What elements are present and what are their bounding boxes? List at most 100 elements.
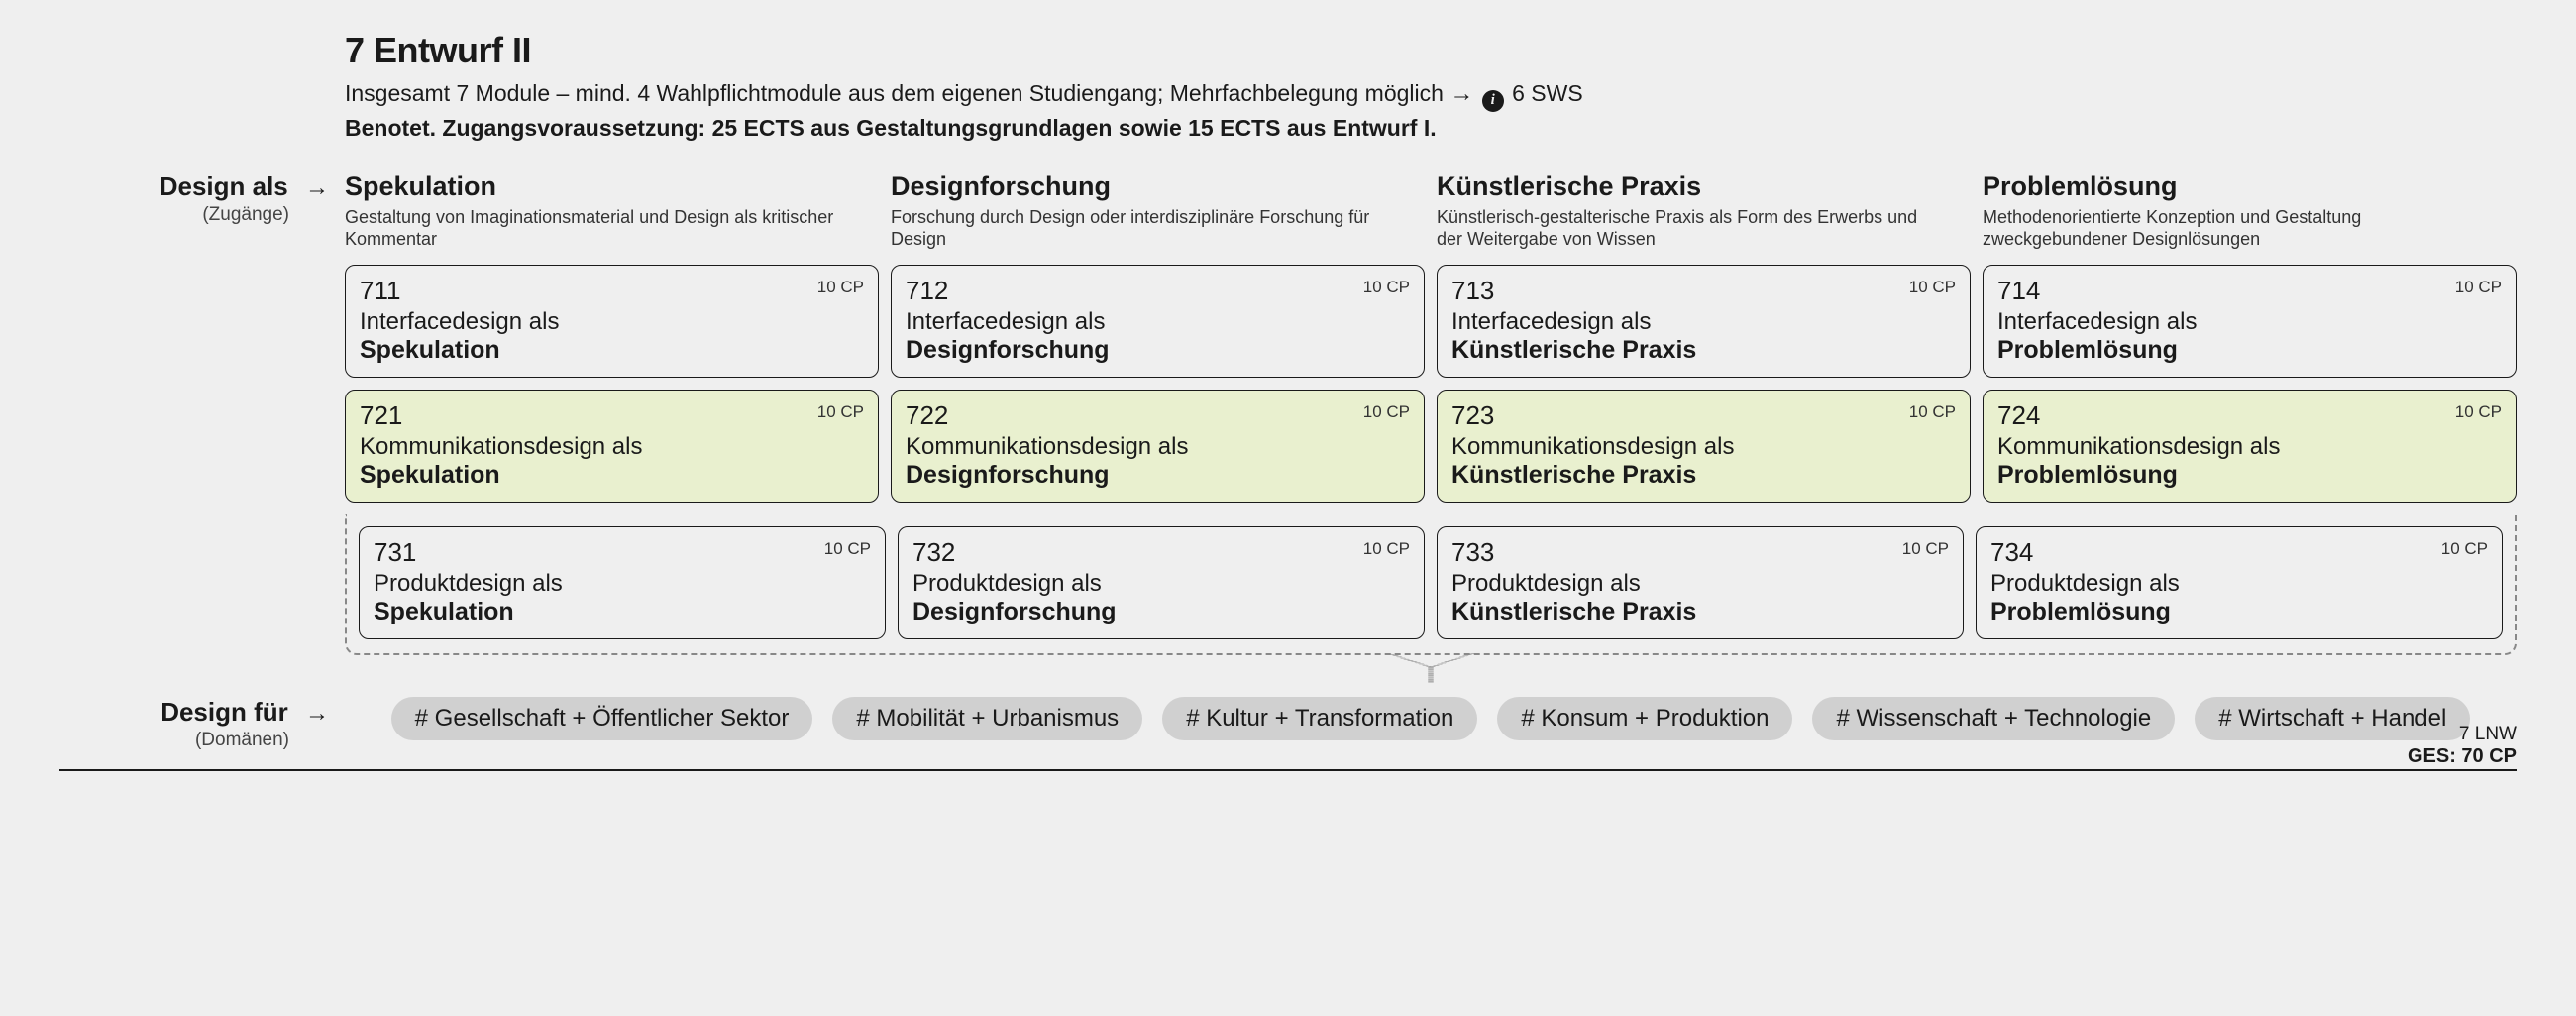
module-code: 711 (360, 276, 864, 306)
module-focus: Problemlösung (1990, 598, 2488, 626)
module-focus: Designforschung (906, 461, 1410, 490)
section-title: 7 Entwurf II (345, 30, 2517, 71)
column-title: Designforschung (891, 171, 1425, 202)
module-code: 713 (1451, 276, 1956, 306)
module-prefix: Kommunikationsdesign als (1451, 433, 1956, 461)
module-prefix: Kommunikationsdesign als (906, 433, 1410, 461)
module-prefix: Kommunikationsdesign als (360, 433, 864, 461)
module-card: 72310 CP Kommunikationsdesign alsKünstler… (1437, 390, 1971, 503)
module-prefix: Produktdesign als (374, 570, 871, 598)
module-prefix: Interfacedesign als (1997, 308, 2502, 336)
module-code: 723 (1451, 400, 1956, 431)
module-code: 712 (906, 276, 1410, 306)
module-focus: Künstlerische Praxis (1451, 598, 1949, 626)
module-card: 72110 CP Kommunikationsdesign alsSpekulat… (345, 390, 879, 503)
domain-tag: # Konsum + Produktion (1497, 697, 1792, 740)
arrow-icon: → (305, 174, 329, 201)
module-prefix: Produktdesign als (912, 570, 1410, 598)
column-desc: Forschung durch Design oder interdiszipl… (891, 206, 1398, 251)
module-credits: 10 CP (824, 539, 871, 559)
module-credits: 10 CP (1909, 402, 1956, 422)
footer-ges: GES: 70 CP (2408, 745, 2517, 768)
module-credits: 10 CP (1909, 278, 1956, 297)
module-code: 722 (906, 400, 1410, 431)
module-card: 71410 CP Interfacedesign alsProblemlösung (1983, 265, 2517, 378)
module-code: 714 (1997, 276, 2502, 306)
module-credits: 10 CP (817, 402, 864, 422)
side-label-text: Design als (160, 171, 288, 201)
module-prefix: Interfacedesign als (1451, 308, 1956, 336)
column-header: Künstlerische Praxis Künstlerisch-gestal… (1437, 171, 1971, 251)
side-label-sub: (Zugänge) (59, 204, 289, 226)
column-desc: Künstlerisch-gestalterische Praxis als F… (1437, 206, 1944, 251)
module-credits: 10 CP (2455, 278, 2502, 297)
module-prefix: Kommunikationsdesign als (1997, 433, 2502, 461)
side-label-main: Design für → (59, 697, 329, 728)
side-label-text: Design für (161, 697, 288, 727)
column-header: Designforschung Forschung durch Design o… (891, 171, 1425, 251)
domain-tag: # Mobilität + Urbanismus (832, 697, 1142, 740)
side-label-main: Design als → (59, 171, 329, 202)
domain-tag: # Wirtschaft + Handel (2195, 697, 2470, 740)
module-card: 71110 CPInterfacedesign alsSpekulation (345, 265, 879, 378)
side-label-bottom: Design für → (Domänen) (59, 691, 329, 751)
column-title: Künstlerische Praxis (1437, 171, 1971, 202)
module-card: 71210 CPInterfacedesign alsDesignforschu… (891, 265, 1425, 378)
module-code: 734 (1990, 537, 2488, 568)
module-focus: Künstlerische Praxis (1451, 461, 1956, 490)
module-focus: Problemlösung (1997, 336, 2502, 365)
module-prefix: Interfacedesign als (360, 308, 864, 336)
module-code: 732 (912, 537, 1410, 568)
approaches-row: Design als → (Zugänge) Spekulation Gesta… (59, 171, 2517, 683)
module-code: 731 (374, 537, 871, 568)
module-row: 71110 CPInterfacedesign alsSpekulation71… (345, 265, 2517, 378)
section-subtitle: Insgesamt 7 Module – mind. 4 Wahlpflicht… (345, 77, 2517, 112)
info-icon: i (1482, 90, 1504, 112)
module-focus: Spekulation (360, 336, 864, 365)
module-prefix: Interfacedesign als (906, 308, 1410, 336)
module-card: 73410 CPProduktdesign alsProblemlösung (1976, 526, 2503, 639)
sws-label: 6 SWS (1512, 80, 1583, 106)
column-title: Problemlösung (1983, 171, 2517, 202)
module-credits: 10 CP (1363, 539, 1410, 559)
module-card: 71310 CP Interfacedesign alsKünstlerische… (1437, 265, 1971, 378)
subtitle-text: Insgesamt 7 Module – mind. 4 Wahlpflicht… (345, 80, 1449, 106)
module-prefix: Produktdesign als (1451, 570, 1949, 598)
domain-tag: # Gesellschaft + Öffentlicher Sektor (391, 697, 813, 740)
module-code: 733 (1451, 537, 1949, 568)
domain-tag: # Wissenschaft + Technologie (1812, 697, 2175, 740)
module-focus: Designforschung (912, 598, 1410, 626)
column-header: Spekulation Gestaltung von Imaginations­… (345, 171, 879, 251)
module-focus: Problemlösung (1997, 461, 2502, 490)
module-credits: 10 CP (1902, 539, 1949, 559)
arrow-icon: → (1449, 80, 1473, 107)
domain-tag: # Kultur + Transformation (1162, 697, 1477, 740)
grid-area: Spekulation Gestaltung von Imaginations­… (345, 171, 2517, 683)
module-credits: 10 CP (2441, 539, 2488, 559)
tags-area: # Gesellschaft + Öffentlicher Sektor # Mo… (345, 691, 2517, 746)
module-card: 72210 CP Kommunikationsdesign alsDesignfo… (891, 390, 1425, 503)
module-credits: 10 CP (2455, 402, 2502, 422)
connector-line (345, 653, 2517, 683)
header: 7 Entwurf II Insgesamt 7 Module – mind. … (345, 30, 2517, 144)
tag-list: # Gesellschaft + Öffentlicher Sektor # Mo… (345, 691, 2517, 746)
module-focus: Künstlerische Praxis (1451, 336, 1956, 365)
column-headers: Spekulation Gestaltung von Imaginations­… (345, 171, 2517, 251)
module-row: 73110 CPProduktdesign alsSpekulation7321… (359, 526, 2503, 639)
dashed-group: 73110 CPProduktdesign alsSpekulation7321… (345, 514, 2517, 655)
arrow-icon: → (305, 700, 329, 727)
column-desc: Gestaltung von Imaginations­material und… (345, 206, 852, 251)
module-code: 724 (1997, 400, 2502, 431)
side-label-sub: (Domänen) (59, 730, 289, 751)
module-credits: 10 CP (1363, 402, 1410, 422)
module-credits: 10 CP (1363, 278, 1410, 297)
module-card: 72410 CP Kommunikationsdesign alsProbleml… (1983, 390, 2517, 503)
module-card: 73310 CP Produktdesign alsKünstlerische P… (1437, 526, 1964, 639)
footer-rule: 7 LNW GES: 70 CP (59, 769, 2517, 771)
module-code: 721 (360, 400, 864, 431)
footer-lnw: 7 LNW (2459, 724, 2517, 745)
side-label-top: Design als → (Zugänge) (59, 171, 329, 226)
column-title: Spekulation (345, 171, 879, 202)
module-focus: Spekulation (360, 461, 864, 490)
column-desc: Methodenorientierte Konzeption und Gesta… (1983, 206, 2490, 251)
